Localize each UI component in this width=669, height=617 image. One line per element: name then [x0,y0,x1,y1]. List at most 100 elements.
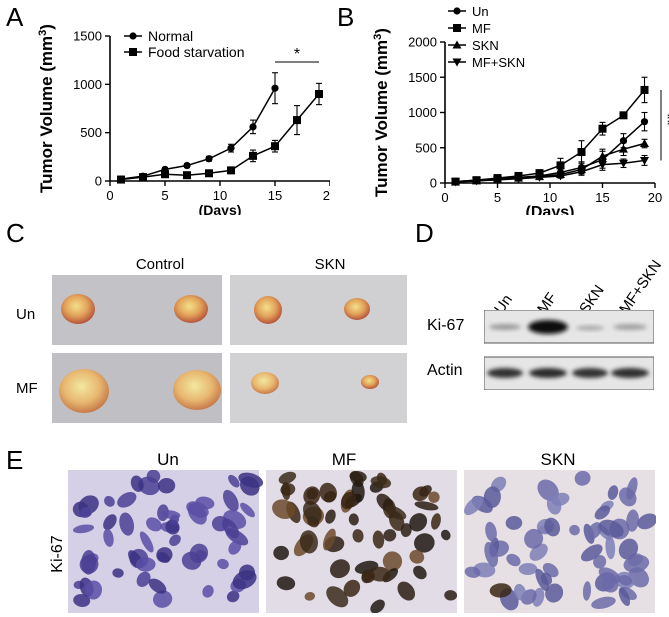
series-line [120,93,320,181]
data-point [556,172,565,181]
ihc-nucleus [618,487,637,507]
data-point [161,170,169,179]
legend-label: SKN [472,38,499,53]
ihc-nucleus [484,541,499,567]
x-tick-label: 15 [595,190,609,205]
ihc-nucleus [505,515,523,530]
data-point [271,84,279,92]
ihc-image-strip [68,470,656,613]
y-tick-label: 1500 [408,70,437,85]
ihc-nucleus [601,577,619,593]
ihc-tile-mf [266,470,458,613]
ihc-header-un: Un [157,450,179,469]
legend-marker [452,40,462,49]
ihc-nucleus [157,477,176,494]
ihc-nucleus [524,528,544,549]
ihc-nucleus [582,581,592,601]
ihc-nucleus [161,510,181,520]
ihc-nucleus [303,500,322,524]
band-actin-mfskn [611,368,649,378]
data-point [315,90,323,98]
ihc-nucleus [431,513,441,530]
legend-marker [129,32,137,40]
ihc-nucleus [304,591,316,601]
ihc-nucleus [348,513,359,526]
western-blot [484,310,654,390]
ihc-nucleus [368,566,391,582]
ihc-nucleus [169,534,181,547]
ihc-nucleus [464,496,483,516]
x-tick-label: 20 [648,190,662,205]
ihc-nucleus [372,530,385,549]
ihc-nucleus [323,528,336,551]
tumor-skn-un-1 [254,296,282,324]
ihc-nucleus [195,496,215,510]
y-tick-label: 500 [415,140,437,155]
legend-label: MF [472,21,491,36]
data-point [227,166,235,175]
ihc-nucleus [276,576,296,591]
data-point [249,151,257,160]
ihc-nucleus [341,491,356,510]
ihc-nucleus [146,470,161,483]
ihc-nucleus [240,502,255,518]
ihc-nucleus [343,579,361,597]
series-line [455,159,645,183]
ihc-nucleus [383,529,397,542]
data-point [619,159,628,168]
ihc-nucleus [618,575,633,586]
data-point [598,124,607,133]
ihc-nucleus [397,581,416,601]
ihc-nucleus [352,529,364,543]
ihc-nucleus [211,516,229,532]
ihc-nucleus [574,470,591,486]
ihc-nucleus [217,558,229,570]
ihc-nucleus [440,529,451,541]
data-point [493,176,502,185]
ihc-nucleus [385,505,407,520]
legend-marker [453,24,461,32]
ihc-nucleus [428,491,440,503]
photo-header-skn: SKN [314,256,346,273]
panel-label-c: C [6,218,25,248]
data-point [293,116,301,125]
data-point [640,156,649,165]
ihc-nucleus [580,544,603,562]
data-point [117,175,125,184]
ihc-nucleus [414,533,435,553]
tumor-control-mf-2 [173,370,221,410]
data-point [249,123,257,131]
x-tick-label: 10 [213,188,227,203]
band-ki67-skn [576,325,604,331]
ihc-nucleus [489,583,512,598]
tumor-skn-mf-1 [251,372,279,394]
ihc-nucleus [228,540,242,555]
tumor-control-mf-1 [59,369,109,413]
ihc-nucleus [618,538,639,560]
x-tick-label: 15 [268,188,282,203]
legend-label: MF+SKN [472,55,525,70]
tumor-skn-un-2 [344,298,370,320]
ihc-nucleus [135,557,156,572]
ihc-nucleus [239,564,256,581]
significance-star: ** [658,113,669,125]
ihc-nucleus [506,553,521,567]
x-tick-label: 5 [161,188,168,203]
ihc-nucleus [228,474,240,488]
blot-row-label-ki67: Ki-67 [427,317,465,334]
ihc-nucleus [148,578,167,594]
ihc-nucleus [414,501,439,511]
ihc-nucleus [544,517,561,537]
ihc-nucleus [591,596,616,609]
legend-label: Un [472,4,489,19]
data-point [619,111,628,120]
ihc-nucleus [152,590,173,608]
chart-b: 0 5 10 15 20 0 500 1000 1500 2000 (Days) Tumor Volu… [372,4,669,215]
panel-label-d: D [415,218,434,248]
ihc-nucleus [278,471,297,484]
x-tick-label: 20 [323,188,330,203]
ihc-nucleus [226,590,240,603]
data-point [139,173,147,182]
data-point [271,142,279,151]
significance-star: * [294,46,300,63]
